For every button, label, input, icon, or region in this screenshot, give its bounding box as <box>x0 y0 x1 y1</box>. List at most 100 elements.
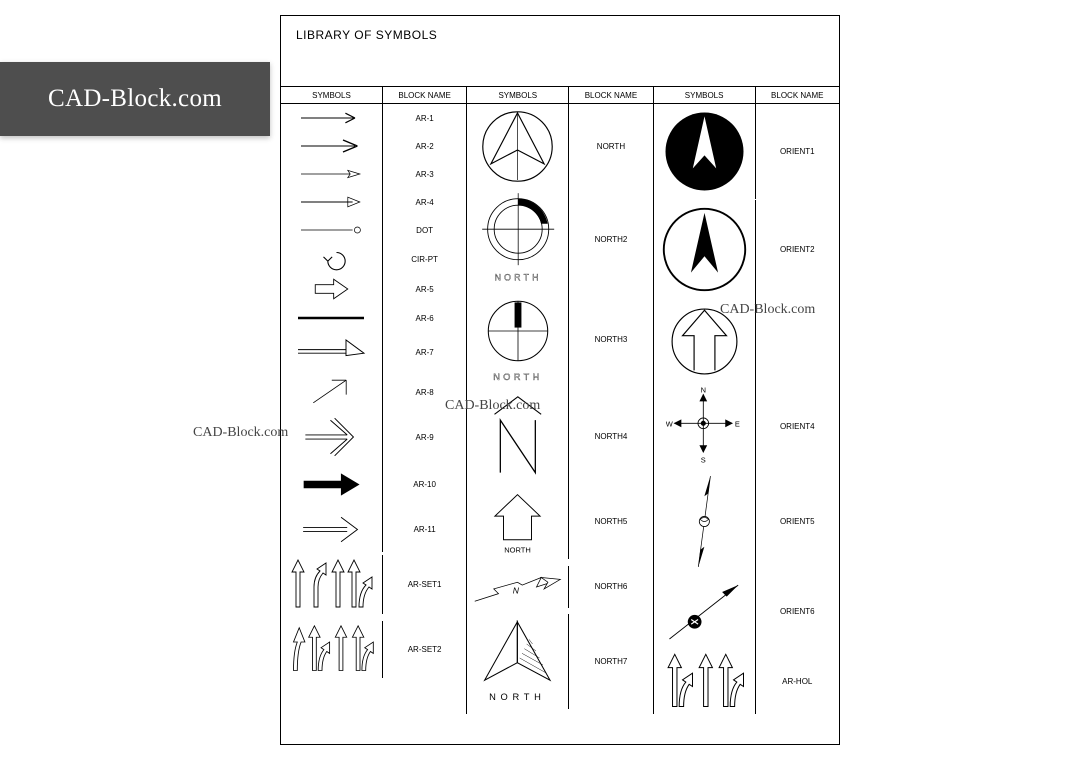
symbol-row: ORIENT1 <box>654 104 839 199</box>
watermark-text: CAD-Block.com <box>193 425 288 441</box>
symbol-cell <box>654 200 756 299</box>
symbol-cell <box>281 132 383 160</box>
block-name-label: NORTH2 <box>569 235 652 244</box>
symbol-row: ORIENT4 <box>654 384 839 469</box>
symbol-row: AR-4 <box>281 188 466 216</box>
block-name-label: NORTH6 <box>569 582 652 591</box>
symbol-row: NORTH5 <box>467 484 652 559</box>
symbol-cell <box>467 389 569 484</box>
symbol-row: AR-5 <box>281 274 466 304</box>
block-name-label: AR-3 <box>383 170 466 179</box>
symbol-cell <box>281 621 383 677</box>
block-name-label: NORTH5 <box>569 517 652 526</box>
symbol-cell <box>281 244 383 274</box>
block-name-label: ORIENT2 <box>756 245 839 254</box>
block-name-label: NORTH7 <box>569 657 652 666</box>
north6-icon <box>470 568 565 606</box>
symbol-row: ORIENT6 <box>654 574 839 649</box>
symbol-row: AR-HOL <box>654 649 839 714</box>
symbol-row <box>654 299 839 384</box>
orient6-icon <box>658 576 750 647</box>
block-name-label: AR-8 <box>383 388 466 397</box>
ar5-icon <box>299 276 364 302</box>
block-name-label: CIR-PT <box>383 255 466 264</box>
symbol-row: AR-SET1 <box>281 552 466 617</box>
symbol-cell <box>654 649 756 714</box>
block-name-label: ORIENT6 <box>756 607 839 616</box>
header-symbols: SYMBOLS <box>654 87 756 103</box>
block-name-label: NORTH <box>569 142 652 151</box>
block-name-label: AR-9 <box>383 433 466 442</box>
symbol-sheet: LIBRARY OF SYMBOLS SYMBOLSBLOCK NAMEAR-1… <box>280 15 840 745</box>
symbol-cell <box>281 188 383 216</box>
ar3-icon <box>295 162 367 186</box>
north3-icon <box>478 291 558 387</box>
symbol-row: CIR-PT <box>281 244 466 274</box>
symbol-cell <box>281 555 383 614</box>
north5-icon <box>482 486 553 557</box>
symbol-row: AR-8 <box>281 372 466 412</box>
symbol-row: AR-11 <box>281 507 466 552</box>
block-name-label: AR-10 <box>383 480 466 489</box>
block-name-label: AR-SET1 <box>383 580 466 589</box>
column-1: SYMBOLSBLOCK NAME AR-1 AR-2 AR-3 AR-4 DOT CIR-… <box>281 86 467 714</box>
symbol-cell <box>467 189 569 289</box>
symbol-cell <box>281 507 383 552</box>
arset2-icon <box>284 623 379 675</box>
symbol-row: AR-6 <box>281 304 466 332</box>
symbol-row: NORTH7 <box>467 614 652 709</box>
symbol-cell <box>654 574 756 649</box>
symbol-cell <box>654 299 756 384</box>
arhol-icon <box>657 651 751 712</box>
symbol-cell <box>281 160 383 188</box>
column-3: SYMBOLSBLOCK NAME ORIENT1 ORIENT2 ORIENT4 OR… <box>654 86 839 714</box>
orient4-icon <box>666 386 743 467</box>
ar8-icon <box>303 374 360 410</box>
block-name-label: AR-1 <box>383 114 466 123</box>
block-name-label: AR-6 <box>383 314 466 323</box>
symbol-row: AR-7 <box>281 332 466 372</box>
symbol-row: AR-SET2 <box>281 617 466 682</box>
header-blockname: BLOCK NAME <box>383 87 466 103</box>
orient5-icon <box>668 471 741 572</box>
block-name-label: AR-11 <box>383 525 466 534</box>
symbol-cell <box>654 104 756 199</box>
block-name-label: AR-4 <box>383 198 466 207</box>
block-name-label: AR-HOL <box>756 677 839 686</box>
symbol-row: NORTH <box>467 104 652 189</box>
symbol-cell <box>281 372 383 412</box>
cirpt-icon <box>304 246 358 272</box>
symbol-row: ORIENT5 <box>654 469 839 574</box>
north7-icon <box>473 616 562 707</box>
watermark-badge: CAD-Block.com <box>0 62 270 136</box>
symbol-row: AR-2 <box>281 132 466 160</box>
symbol-row: DOT <box>281 216 466 244</box>
symbol-cell <box>467 566 569 608</box>
symbol-row: NORTH2 <box>467 189 652 289</box>
ar7-icon <box>292 334 370 370</box>
dot-icon <box>295 218 367 242</box>
block-name-label: AR-7 <box>383 348 466 357</box>
symbol-cell <box>654 469 756 574</box>
block-name-label: NORTH4 <box>569 432 652 441</box>
block-name-label: ORIENT4 <box>756 422 839 431</box>
arset1-icon <box>284 557 379 612</box>
symbol-cell <box>467 289 569 389</box>
symbol-row: AR-9 <box>281 412 466 462</box>
north-icon <box>477 106 558 187</box>
symbol-cell <box>467 104 569 189</box>
column-2: SYMBOLSBLOCK NAMENORTHNORTH2NORTH3NORTH4… <box>467 86 653 714</box>
symbol-cell <box>281 104 383 132</box>
header-symbols: SYMBOLS <box>281 87 383 103</box>
block-name-label: ORIENT1 <box>756 147 839 156</box>
north4-icon <box>477 391 559 482</box>
symbol-row: AR-10 <box>281 462 466 507</box>
symbol-cell <box>281 412 383 462</box>
symbol-cell <box>281 304 383 332</box>
block-name-label: AR-5 <box>383 285 466 294</box>
ar10-icon <box>299 464 364 505</box>
symbol-row: NORTH4 <box>467 389 652 484</box>
symbol-cell <box>467 484 569 559</box>
ar1-icon <box>295 106 367 130</box>
header-blockname: BLOCK NAME <box>756 87 839 103</box>
